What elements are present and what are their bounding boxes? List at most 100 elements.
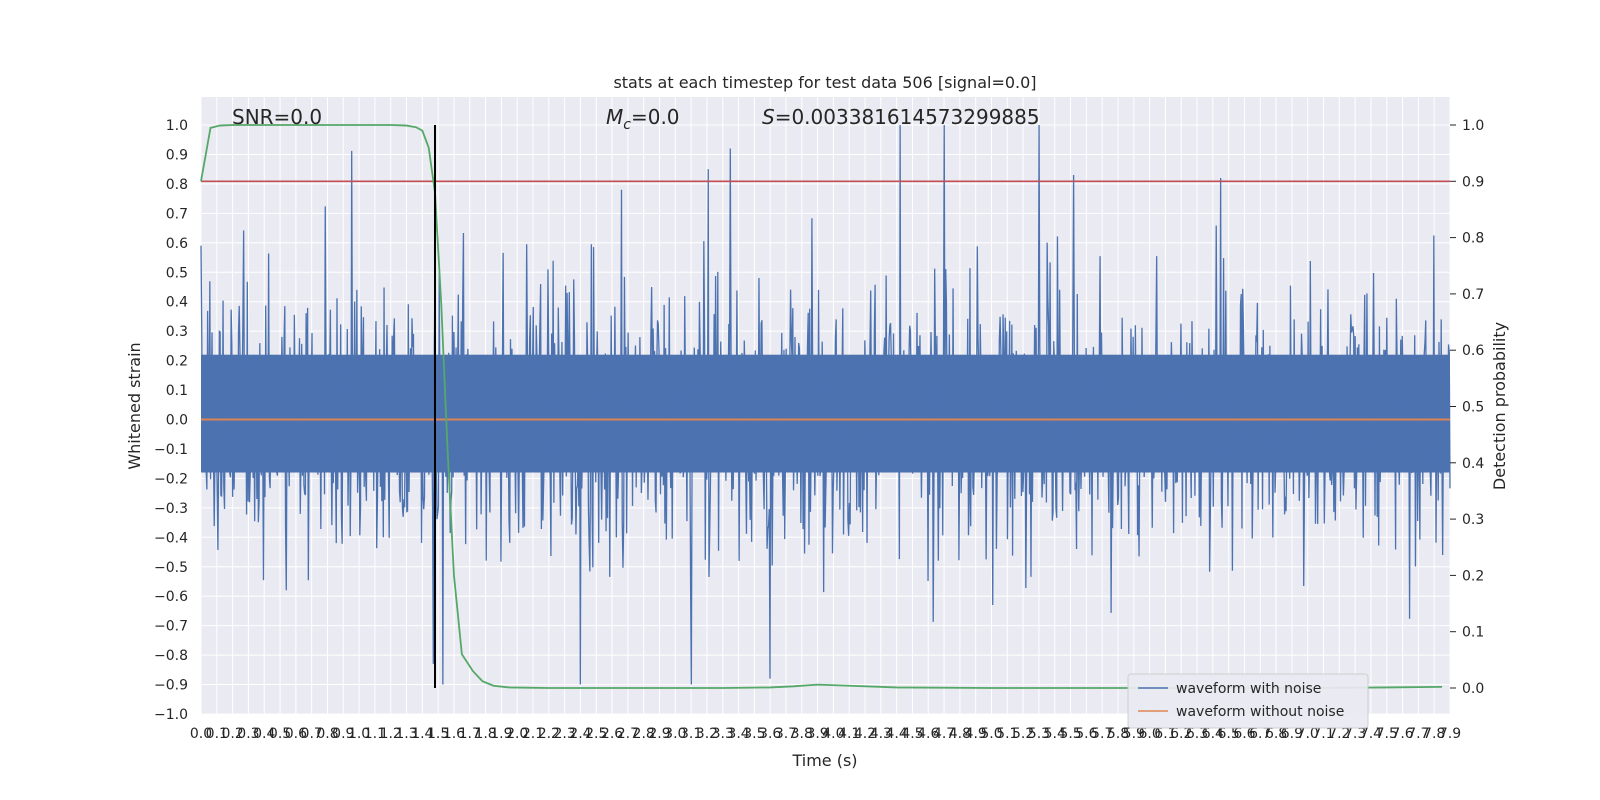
x-tick-label: 0.5 — [269, 726, 291, 742]
x-tick-label: 1.6 — [443, 726, 465, 742]
mc-symbol: M — [606, 105, 623, 129]
x-tick-label: 2.8 — [633, 726, 655, 742]
x-tick-label: 4.3 — [870, 726, 892, 742]
x-tick-label: 6.1 — [1154, 726, 1176, 742]
y2-axis-ticks: 1.0 0.9 0.8 0.7 0.6 0.5 0.4 0.3 0.2 0.1 0.0 — [1450, 118, 1484, 697]
x-tick-label: 7.1 — [1312, 726, 1334, 742]
y-tick-label: 0.2 — [166, 354, 188, 370]
legend-box — [1127, 673, 1369, 729]
x-tick-label: 0.1 — [206, 726, 228, 742]
mc-subscript: c — [623, 117, 631, 133]
y2-tick-label: 1.0 — [1462, 118, 1484, 134]
probability-line — [200, 124, 1443, 689]
x-tick-label: 0.6 — [285, 726, 307, 742]
x-tick-label: 5.7 — [1091, 726, 1113, 742]
x-tick-label: 4.8 — [949, 726, 971, 742]
x-tick-label: 7.4 — [1360, 726, 1382, 742]
x-tick-label: 6.8 — [1265, 726, 1287, 742]
x-tick-label: 1.3 — [395, 726, 417, 742]
s-value: =0.003381614573299885 — [775, 105, 1040, 129]
y-tick-label: 0.0 — [166, 413, 188, 429]
x-tick-label: 3.4 — [727, 726, 749, 742]
y-tick-label: −0.1 — [154, 442, 188, 458]
x-tick-label: 1.2 — [380, 726, 402, 742]
y-tick-label: 0.6 — [166, 236, 188, 252]
x-tick-label: 2.1 — [522, 726, 544, 742]
y2-tick-label: 0.3 — [1462, 512, 1484, 528]
y-tick-label: 0.5 — [166, 265, 188, 281]
y-tick-label: 0.7 — [166, 206, 188, 222]
chart-title: stats at each timestep for test data 506… — [613, 73, 1036, 92]
x-tick-label: 5.5 — [1059, 726, 1081, 742]
y-tick-label: −0.5 — [154, 560, 188, 576]
x-tick-label: 5.2 — [1012, 726, 1034, 742]
series-detection-probability — [200, 124, 1443, 689]
x-tick-label: 7.7 — [1407, 726, 1429, 742]
y2-axis-label: Detection probability — [1490, 322, 1509, 490]
legend: waveform with noise waveform without noi… — [1127, 673, 1369, 729]
x-tick-label: 0.2 — [221, 726, 243, 742]
x-tick-label: 6.6 — [1233, 726, 1255, 742]
x-axis-label: Time (s) — [791, 751, 857, 770]
x-axis-ticks: 0.00.10.20.30.40.50.60.70.80.91.01.11.21… — [190, 726, 1461, 742]
x-tick-label: 3.0 — [664, 726, 686, 742]
x-tick-label: 6.5 — [1218, 726, 1240, 742]
x-tick-label: 4.0 — [822, 726, 844, 742]
x-tick-label: 7.5 — [1376, 726, 1398, 742]
x-tick-label: 3.6 — [759, 726, 781, 742]
x-tick-label: 0.8 — [316, 726, 338, 742]
y-tick-label: −0.9 — [154, 678, 188, 694]
y-tick-label: 0.1 — [166, 383, 188, 399]
x-tick-label: 5.8 — [1107, 726, 1129, 742]
x-tick-label: 2.4 — [569, 726, 591, 742]
x-tick-label: 7.8 — [1423, 726, 1445, 742]
x-tick-label: 7.3 — [1344, 726, 1366, 742]
y2-tick-label: 0.2 — [1462, 568, 1484, 584]
x-tick-label: 3.8 — [791, 726, 813, 742]
y-tick-label: −0.2 — [154, 471, 188, 487]
x-tick-label: 2.7 — [617, 726, 639, 742]
x-tick-label: 4.2 — [854, 726, 876, 742]
x-tick-label: 1.0 — [348, 726, 370, 742]
y2-tick-label: 0.7 — [1462, 287, 1484, 303]
x-tick-label: 5.4 — [1044, 726, 1066, 742]
x-tick-label: 6.9 — [1281, 726, 1303, 742]
y-tick-label: −0.3 — [154, 501, 188, 517]
x-tick-label: 6.7 — [1249, 726, 1271, 742]
x-tick-label: 3.1 — [680, 726, 702, 742]
legend-label-noise: waveform with noise — [1176, 681, 1321, 697]
x-tick-label: 3.9 — [806, 726, 828, 742]
y-axis-ticks: 1.0 0.9 0.8 0.7 0.6 0.5 0.4 0.3 0.2 0.1 0.0 −0.1 −0.… — [154, 118, 188, 723]
x-tick-label: 6.0 — [1138, 726, 1160, 742]
x-tick-label: 4.4 — [886, 726, 908, 742]
x-tick-label: 3.2 — [696, 726, 718, 742]
x-tick-label: 3.5 — [743, 726, 765, 742]
x-tick-label: 0.4 — [253, 726, 275, 742]
y-tick-label: −0.7 — [154, 619, 188, 635]
x-tick-label: 0.0 — [190, 726, 212, 742]
x-tick-label: 7.9 — [1439, 726, 1461, 742]
x-tick-label: 6.4 — [1202, 726, 1224, 742]
y-tick-label: −0.4 — [154, 530, 188, 546]
y-tick-label: 1.0 — [166, 118, 188, 134]
x-tick-label: 5.9 — [1123, 726, 1145, 742]
y2-tick-label: 0.0 — [1462, 681, 1484, 697]
x-tick-label: 2.5 — [585, 726, 607, 742]
series-waveform-with-noise — [200, 124, 1451, 685]
y-tick-label: 0.9 — [166, 147, 188, 163]
y2-tick-label: 0.6 — [1462, 343, 1484, 359]
x-tick-label: 4.9 — [965, 726, 987, 742]
x-tick-label: 5.0 — [980, 726, 1002, 742]
x-tick-label: 1.7 — [459, 726, 481, 742]
y-axis-label: Whitened strain — [125, 342, 144, 469]
y-tick-label: −1.0 — [154, 707, 188, 723]
noise-trace — [200, 124, 1451, 685]
x-tick-label: 7.2 — [1328, 726, 1350, 742]
s-annotation: S=0.003381614573299885 — [762, 105, 1040, 129]
x-tick-label: 4.5 — [901, 726, 923, 742]
s-symbol: S — [762, 105, 775, 129]
x-tick-label: 2.0 — [506, 726, 528, 742]
x-tick-label: 1.1 — [364, 726, 386, 742]
x-tick-label: 3.7 — [775, 726, 797, 742]
